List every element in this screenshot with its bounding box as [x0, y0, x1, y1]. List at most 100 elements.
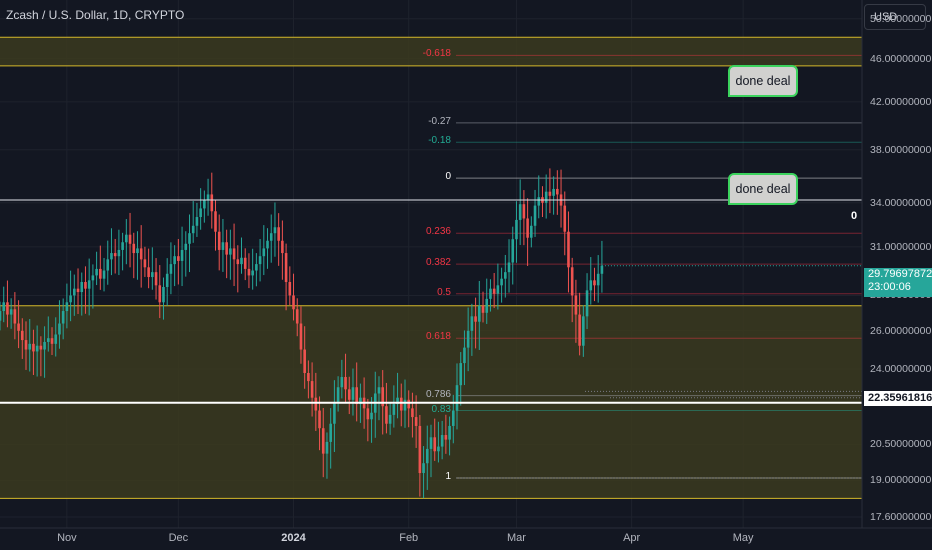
- candle: [277, 213, 280, 266]
- candle-body: [351, 387, 355, 400]
- candle-body: [20, 330, 24, 341]
- candlestick-series: [0, 168, 604, 499]
- candle: [292, 273, 295, 321]
- annotation-done-deal-lower[interactable]: done deal: [728, 173, 798, 205]
- candle: [191, 200, 195, 243]
- candle-body: [165, 273, 169, 287]
- candle: [43, 326, 46, 378]
- time-tick: Feb: [399, 532, 419, 544]
- resistance-zone-upper[interactable]: [0, 37, 862, 66]
- candle: [106, 240, 110, 285]
- candle: [459, 352, 463, 406]
- candle-body: [2, 302, 6, 312]
- candle: [582, 305, 585, 357]
- candle-body: [73, 288, 76, 296]
- candle-body: [470, 316, 474, 331]
- candle: [147, 248, 150, 289]
- zero-marker-label: 0: [851, 210, 858, 222]
- candle: [478, 280, 481, 350]
- candle: [425, 425, 429, 490]
- candle-body: [589, 280, 593, 291]
- price-tick: 46.00000000: [870, 52, 932, 65]
- candle-body: [377, 387, 381, 394]
- candle-body: [151, 272, 154, 278]
- annotation-done-deal-upper[interactable]: done deal: [728, 65, 798, 97]
- candle-body: [403, 399, 407, 411]
- candle: [496, 263, 500, 310]
- candle-body: [329, 423, 332, 442]
- candle: [158, 265, 162, 319]
- candle: [347, 376, 351, 415]
- currency-selector[interactable]: USD: [864, 4, 926, 30]
- candle: [437, 421, 440, 463]
- candle-body: [515, 219, 518, 240]
- candle-body: [496, 285, 500, 294]
- candle-body: [526, 218, 529, 238]
- candle-body: [99, 268, 102, 279]
- price-tick: 17.60000000: [870, 511, 932, 524]
- fib-label: 0.618: [425, 331, 451, 343]
- candle: [102, 257, 106, 292]
- candle: [6, 280, 9, 328]
- candle-body: [199, 208, 202, 218]
- candle: [336, 376, 340, 412]
- candle: [318, 396, 321, 451]
- candle: [299, 306, 303, 364]
- candle-body: [9, 309, 13, 315]
- candle-body: [370, 412, 373, 420]
- marked-level-badge: 22.35961816: [864, 391, 932, 406]
- candle-body: [570, 267, 574, 296]
- candle: [422, 446, 425, 499]
- candle-body: [139, 248, 143, 260]
- candle: [184, 231, 188, 277]
- candle-body: [414, 417, 418, 426]
- candle-body: [318, 410, 321, 429]
- candle-body: [13, 309, 17, 324]
- candle: [136, 231, 139, 280]
- candle-body: [422, 463, 425, 474]
- candle: [399, 383, 403, 427]
- candle: [321, 407, 325, 478]
- candle: [251, 248, 254, 290]
- candle: [203, 190, 206, 223]
- candle-body: [355, 387, 358, 405]
- candle: [281, 220, 284, 280]
- current-price-badge: 29.79697872 23:00:06: [864, 268, 932, 297]
- candle-body: [385, 406, 388, 424]
- candle-body: [121, 242, 124, 250]
- candle: [344, 353, 347, 403]
- candle: [132, 232, 136, 279]
- candle: [214, 200, 217, 251]
- candle-body: [262, 248, 266, 257]
- candle: [169, 242, 173, 295]
- candle: [444, 414, 448, 454]
- candle: [526, 198, 529, 266]
- candle-body: [444, 435, 448, 440]
- candle-body: [184, 243, 188, 250]
- candle-body: [6, 302, 9, 315]
- candle: [288, 266, 292, 306]
- candle: [73, 274, 76, 316]
- candle: [35, 325, 39, 377]
- candle-body: [169, 264, 173, 274]
- candle: [284, 243, 288, 311]
- candle: [180, 226, 184, 287]
- candle-body: [451, 410, 455, 426]
- candle: [266, 228, 269, 269]
- candle-body: [303, 349, 306, 373]
- candle: [440, 420, 444, 460]
- candle: [466, 307, 470, 372]
- candle: [351, 368, 355, 416]
- candle: [522, 190, 526, 246]
- price-tick: 50.00000000: [870, 12, 932, 25]
- candle-body: [396, 397, 399, 405]
- candle-body: [173, 256, 176, 265]
- price-tick: 38.00000000: [870, 143, 932, 156]
- candle: [13, 292, 17, 340]
- candle-body: [258, 256, 262, 265]
- candle-body: [136, 248, 139, 254]
- candle-body: [69, 295, 72, 303]
- candle-body: [399, 397, 403, 411]
- candle: [84, 266, 87, 314]
